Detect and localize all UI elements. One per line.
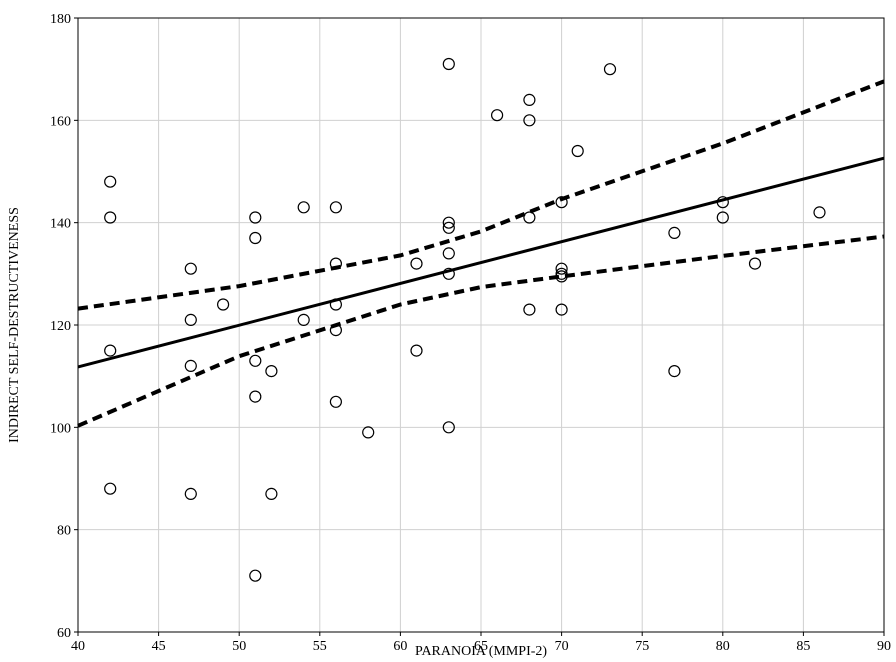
data-point [523, 303, 536, 316]
data-point [329, 395, 342, 408]
data-point [555, 262, 568, 275]
y-tick-label: 120 [50, 319, 71, 334]
data-point [104, 482, 117, 495]
data-point [442, 57, 455, 71]
data-point [184, 487, 197, 500]
x-tick-label: 60 [393, 639, 407, 654]
confidence-band [77, 79, 885, 428]
data-point [442, 247, 455, 260]
y-tick-label: 100 [50, 421, 71, 436]
data-point [668, 365, 681, 378]
x-tick-label: 85 [796, 639, 810, 654]
data-point [249, 231, 262, 245]
x-tick-label: 90 [877, 639, 891, 654]
data-point [442, 267, 455, 280]
data-point [442, 216, 455, 229]
data-point [716, 196, 729, 209]
y-tick-label: 140 [50, 217, 71, 232]
data-point [748, 257, 762, 270]
x-tick-label: 80 [716, 639, 730, 654]
data-point [523, 114, 536, 127]
y-axis-title: INDIRECT SELF-DESTRUCTIVENESS [7, 207, 22, 443]
data-point [523, 211, 536, 224]
y-axis-ticks: 60 80 100 120 140 160 180 [50, 12, 78, 641]
regression-line-group [77, 156, 885, 369]
x-tick-label: 65 [474, 639, 488, 654]
data-point [249, 354, 262, 367]
data-point [603, 63, 617, 76]
x-tick-label: 45 [152, 639, 166, 654]
data-point [249, 569, 262, 582]
confidence-upper-line [77, 79, 885, 311]
data-point [217, 298, 230, 311]
data-point [362, 426, 375, 439]
data-point [716, 211, 729, 224]
data-points [104, 57, 826, 582]
data-point [297, 201, 310, 214]
x-axis-ticks: 40 45 50 55 60 65 70 75 80 85 90 [71, 632, 891, 654]
data-point [555, 196, 568, 209]
data-point [249, 211, 262, 224]
data-point [491, 109, 504, 122]
data-point [297, 313, 310, 326]
regression-line [77, 156, 885, 369]
y-tick-label: 60 [57, 626, 71, 641]
data-point [555, 270, 568, 283]
data-point [104, 175, 117, 188]
data-point [104, 211, 117, 224]
data-point [265, 487, 278, 500]
data-point [265, 365, 278, 378]
data-point [555, 303, 568, 316]
data-point [813, 206, 826, 219]
data-point [329, 298, 342, 311]
data-point [184, 359, 197, 372]
data-point [668, 226, 681, 239]
data-point [184, 313, 197, 326]
data-point [571, 144, 584, 158]
x-tick-label: 50 [232, 639, 246, 654]
data-point [329, 324, 342, 337]
x-tick-label: 55 [313, 639, 327, 654]
x-tick-label: 40 [71, 639, 85, 654]
data-point [249, 390, 262, 403]
y-tick-label: 180 [50, 12, 71, 27]
x-axis-title: PARANOIA (MMPI-2) [415, 644, 547, 659]
data-point [329, 201, 342, 214]
data-point [442, 421, 455, 434]
y-tick-label: 160 [50, 114, 71, 129]
data-point [184, 262, 197, 275]
y-tick-label: 80 [57, 524, 71, 539]
data-point [104, 344, 117, 357]
x-tick-label: 70 [555, 639, 569, 654]
data-point [329, 257, 342, 270]
x-tick-label: 75 [635, 639, 649, 654]
data-point [442, 221, 455, 234]
data-point [523, 93, 536, 107]
data-point [410, 257, 423, 270]
grid-lines [77, 17, 885, 633]
data-point [410, 344, 423, 357]
